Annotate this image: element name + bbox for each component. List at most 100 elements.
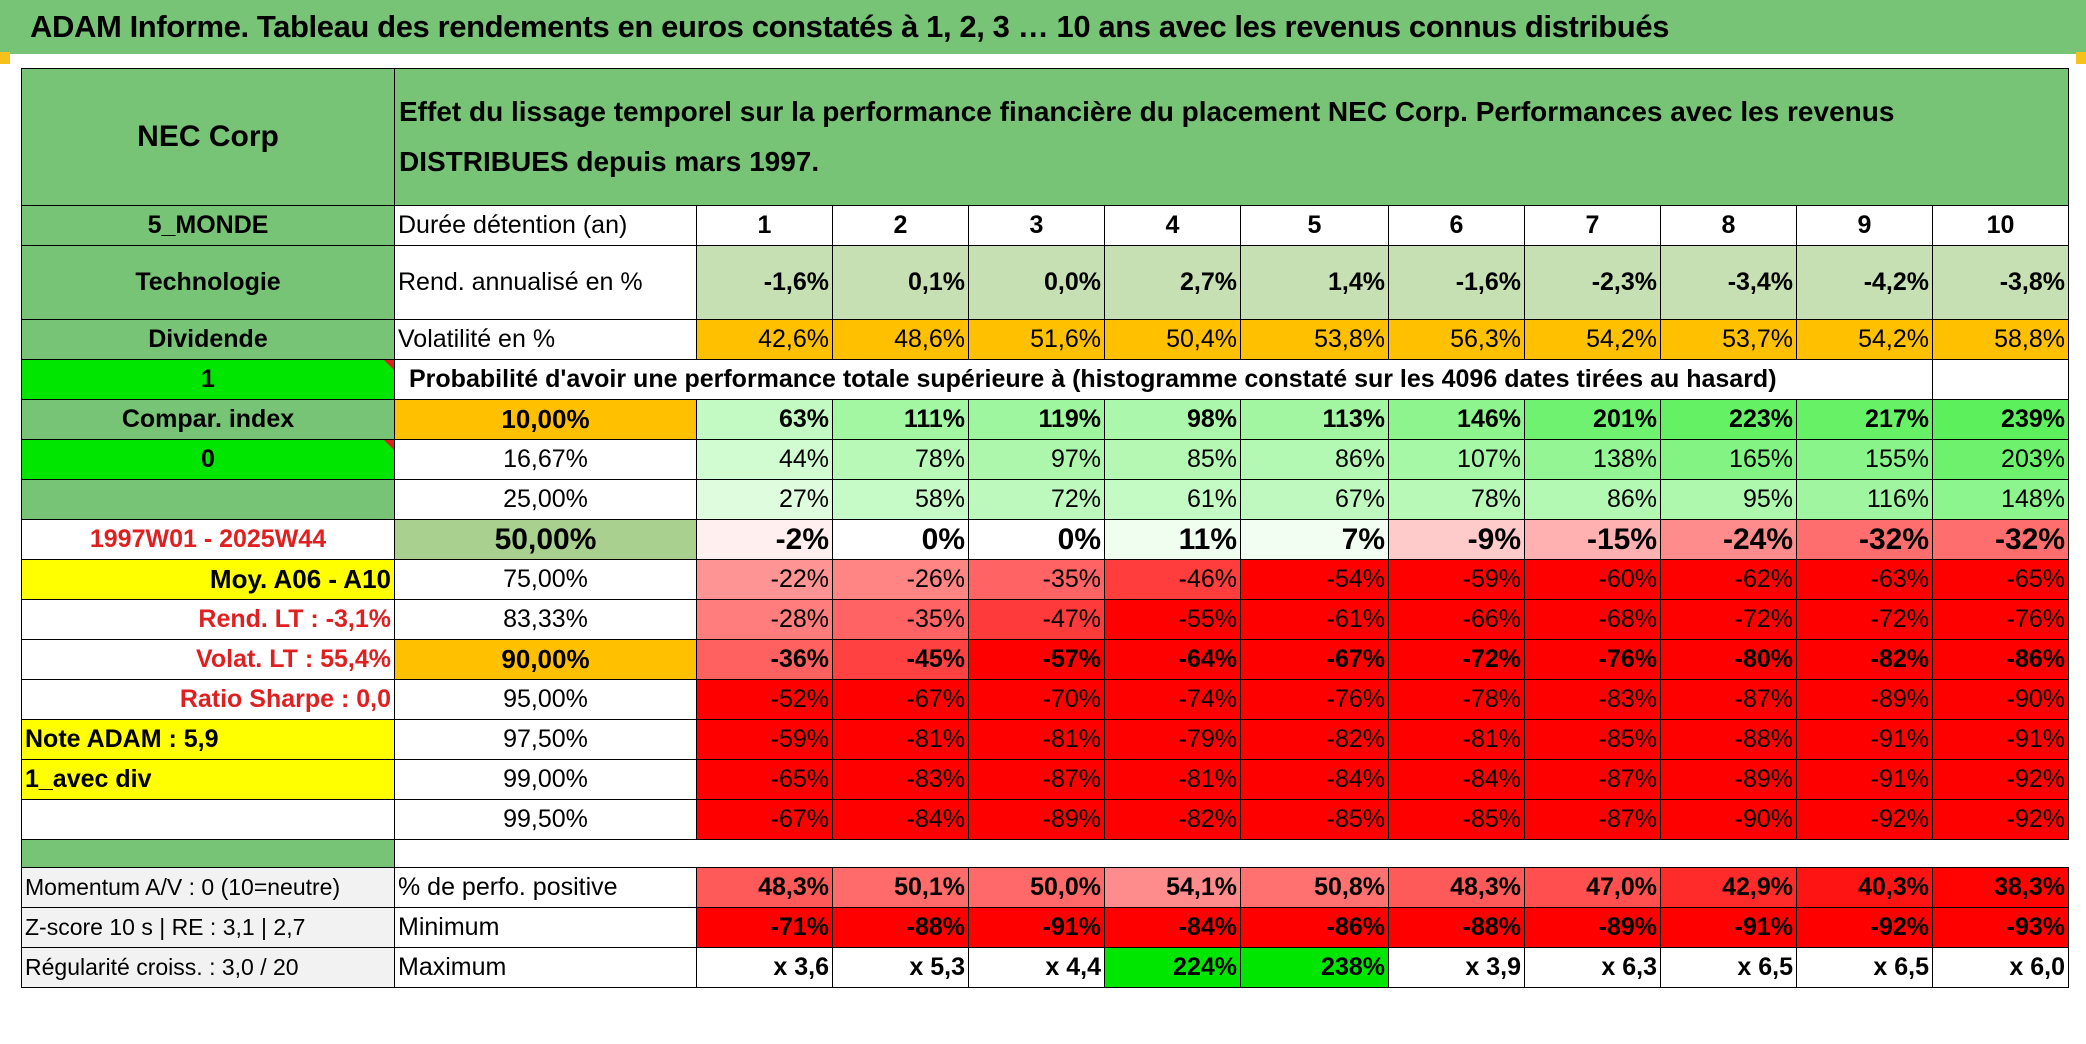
prob-cell: -85% bbox=[1524, 719, 1661, 760]
rend-cell: -1,6% bbox=[1388, 245, 1525, 320]
prob-cell: -67% bbox=[832, 679, 969, 720]
prob-threshold: 75,00% bbox=[394, 559, 697, 600]
pos-cell: 40,3% bbox=[1796, 867, 1933, 908]
prob-row-median: 1997W01 - 2025W44 50,00% -2% 0% 0% 11% 7… bbox=[21, 519, 2069, 560]
prob-cell: 155% bbox=[1796, 439, 1933, 480]
prob-cell: -76% bbox=[1240, 679, 1389, 720]
max-cell: x 6,5 bbox=[1796, 947, 1933, 988]
prob-cell: 95% bbox=[1660, 479, 1797, 520]
pos-row: Momentum A/V : 0 (10=neutre) % de perfo.… bbox=[21, 867, 2069, 908]
value-one: 1 bbox=[21, 359, 395, 400]
prob-threshold: 10,00% bbox=[394, 399, 697, 440]
year-header: 2 bbox=[832, 205, 969, 246]
year-header: 1 bbox=[696, 205, 833, 246]
prob-cell: 11% bbox=[1104, 519, 1241, 560]
prob-cell: -32% bbox=[1932, 519, 2069, 560]
prob-cell: -84% bbox=[832, 799, 969, 840]
prob-cell: 63% bbox=[696, 399, 833, 440]
prob-cell: -67% bbox=[1240, 639, 1389, 680]
regularite-label: Régularité croiss. : 3,0 / 20 bbox=[21, 947, 395, 988]
report-title: ADAM Informe. Tableau des rendements en … bbox=[0, 0, 2086, 54]
max-cell: x 6,0 bbox=[1932, 947, 2069, 988]
prob-cell: -79% bbox=[1104, 719, 1241, 760]
prob-cell: -82% bbox=[1796, 639, 1933, 680]
prob-cell: -81% bbox=[832, 719, 969, 760]
pos-label: % de perfo. positive bbox=[394, 867, 697, 908]
prob-cell: -89% bbox=[1796, 679, 1933, 720]
prob-threshold: 99,00% bbox=[394, 759, 697, 800]
performance-sheet: NEC Corp Effet du lissage temporel sur l… bbox=[21, 68, 2069, 988]
prob-cell: -87% bbox=[1524, 799, 1661, 840]
prob-cell: 72% bbox=[968, 479, 1105, 520]
dividend-label: Dividende bbox=[21, 319, 395, 360]
prob-cell: -78% bbox=[1388, 679, 1525, 720]
performance-table: NEC Corp Effet du lissage temporel sur l… bbox=[21, 68, 2069, 988]
vol-cell: 50,4% bbox=[1104, 319, 1241, 360]
max-label: Maximum bbox=[394, 947, 697, 988]
vol-cell: 53,8% bbox=[1240, 319, 1389, 360]
avec-div-label: 1_avec div bbox=[21, 759, 395, 800]
prob-cell: 116% bbox=[1796, 479, 1933, 520]
prob-cell: -84% bbox=[1240, 759, 1389, 800]
prob-cell: 223% bbox=[1660, 399, 1797, 440]
min-cell: -91% bbox=[968, 907, 1105, 948]
min-cell: -88% bbox=[832, 907, 969, 948]
proba-title: Probabilité d'avoir une performance tota… bbox=[394, 359, 1933, 400]
prob-cell: -65% bbox=[1932, 559, 2069, 600]
prob-cell: -74% bbox=[1104, 679, 1241, 720]
prob-threshold: 95,00% bbox=[394, 679, 697, 720]
max-cell: x 5,3 bbox=[832, 947, 969, 988]
prob-cell: -61% bbox=[1240, 599, 1389, 640]
prob-cell: -81% bbox=[1388, 719, 1525, 760]
prob-row: 25,00% 27% 58% 72% 61% 67% 78% 86% 95% 1… bbox=[21, 479, 2069, 520]
sector-label: Technologie bbox=[21, 245, 395, 320]
prob-cell: -70% bbox=[968, 679, 1105, 720]
prob-cell: 113% bbox=[1240, 399, 1389, 440]
duration-label: Durée détention (an) bbox=[394, 205, 697, 246]
prob-row: Volat. LT : 55,4% 90,00% -36% -45% -57% … bbox=[21, 639, 2069, 680]
prob-cell: -46% bbox=[1104, 559, 1241, 600]
vol-cell: 48,6% bbox=[832, 319, 969, 360]
prob-cell: -65% bbox=[696, 759, 833, 800]
prob-cell: -24% bbox=[1660, 519, 1797, 560]
min-cell: -92% bbox=[1796, 907, 1933, 948]
zscore-label: Z-score 10 s | RE : 3,1 | 2,7 bbox=[21, 907, 395, 948]
prob-cell: 239% bbox=[1932, 399, 2069, 440]
year-header: 6 bbox=[1388, 205, 1525, 246]
prob-cell: -47% bbox=[968, 599, 1105, 640]
volat-lt-label: Volat. LT : 55,4% bbox=[21, 639, 395, 680]
pos-cell: 48,3% bbox=[1388, 867, 1525, 908]
prob-cell: -72% bbox=[1660, 599, 1797, 640]
max-cell: x 6,5 bbox=[1660, 947, 1797, 988]
prob-cell: -91% bbox=[1796, 719, 1933, 760]
prob-cell: 67% bbox=[1240, 479, 1389, 520]
prob-cell: -82% bbox=[1240, 719, 1389, 760]
prob-cell: -76% bbox=[1524, 639, 1661, 680]
pos-cell: 48,3% bbox=[696, 867, 833, 908]
prob-cell: -89% bbox=[1660, 759, 1797, 800]
spacer-blank bbox=[394, 839, 2069, 868]
spacer-green bbox=[21, 839, 395, 868]
prob-cell: -82% bbox=[1104, 799, 1241, 840]
prob-row: 0 16,67% 44% 78% 97% 85% 86% 107% 138% 1… bbox=[21, 439, 2069, 480]
prob-row: Moy. A06 - A10 75,00% -22% -26% -35% -46… bbox=[21, 559, 2069, 600]
prob-cell: 85% bbox=[1104, 439, 1241, 480]
prob-threshold: 25,00% bbox=[394, 479, 697, 520]
pos-cell: 47,0% bbox=[1524, 867, 1661, 908]
vol-cell: 51,6% bbox=[968, 319, 1105, 360]
prob-cell: -92% bbox=[1932, 799, 2069, 840]
prob-threshold: 50,00% bbox=[394, 519, 697, 560]
max-cell: x 3,9 bbox=[1388, 947, 1525, 988]
prob-row: Compar. index 10,00% 63% 111% 119% 98% 1… bbox=[21, 399, 2069, 440]
rend-lt-label: Rend. LT : -3,1% bbox=[21, 599, 395, 640]
rend-cell: -3,4% bbox=[1660, 245, 1797, 320]
empty-cell bbox=[1932, 359, 2069, 400]
rend-cell: 2,7% bbox=[1104, 245, 1241, 320]
pos-cell: 54,1% bbox=[1104, 867, 1241, 908]
year-header: 4 bbox=[1104, 205, 1241, 246]
prob-cell: -45% bbox=[832, 639, 969, 680]
sharpe-label: Ratio Sharpe : 0,0 bbox=[21, 679, 395, 720]
vol-cell: 58,8% bbox=[1932, 319, 2069, 360]
prob-cell: -35% bbox=[832, 599, 969, 640]
min-cell: -84% bbox=[1104, 907, 1241, 948]
